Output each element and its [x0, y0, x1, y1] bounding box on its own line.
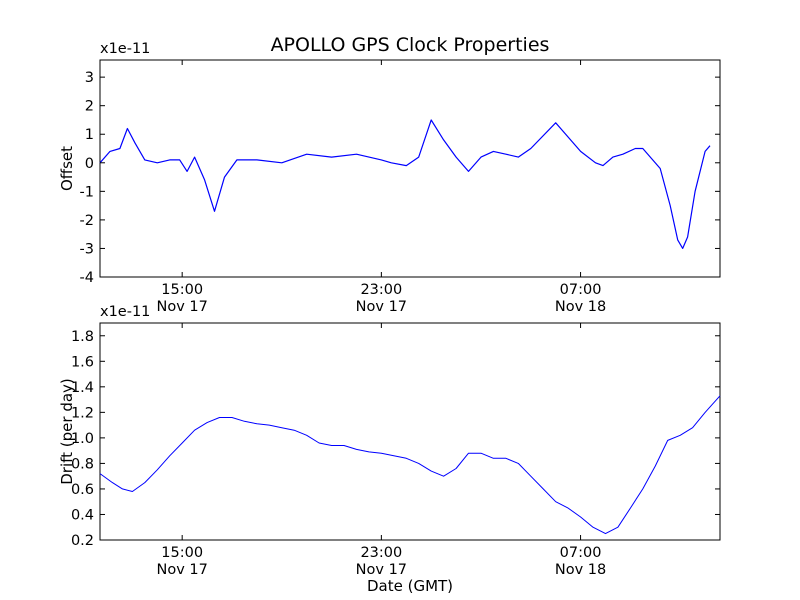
offset-xtick-date-label: Nov 18	[555, 299, 606, 315]
drift-xtick-time-label: 23:00	[360, 545, 402, 561]
drift-ytick-label: 1.0	[71, 431, 94, 447]
offset-xtick-time-label: 15:00	[161, 282, 203, 298]
chart-title: APOLLO GPS Clock Properties	[271, 34, 550, 56]
drift-xtick-time-label: 07:00	[560, 545, 602, 561]
drift-ytick-label: 0.6	[71, 482, 94, 498]
drift-series-line	[99, 395, 721, 535]
offset-xtick-time-label: 23:00	[360, 282, 402, 298]
offset-ytick-label: 3	[85, 70, 94, 86]
offset-xtick-date-label: Nov 17	[156, 299, 207, 315]
offset-ytick-label: -2	[80, 213, 94, 229]
drift-xtick-date-label: Nov 18	[555, 562, 606, 578]
drift-xtick-date-label: Nov 17	[156, 562, 207, 578]
drift-ytick-label: 1.2	[71, 405, 94, 421]
drift-ytick-label: 0.4	[71, 507, 94, 523]
offset-ytick-label: -1	[80, 184, 94, 200]
offset-series-line	[99, 119, 711, 249]
offset-ytick-label: -3	[80, 241, 94, 257]
x-axis-label: Date (GMT)	[367, 577, 453, 595]
offset-xtick-date-label: Nov 17	[356, 299, 407, 315]
offset-ytick-label: -4	[80, 270, 94, 286]
offset-xtick-time-label: 07:00	[560, 282, 602, 298]
drift-ytick-label: 1.8	[71, 329, 94, 345]
drift-ytick-label: 1.6	[71, 354, 94, 370]
offset-ytick-label: 0	[85, 156, 94, 172]
offset-ytick-label: 2	[85, 99, 94, 115]
drift-axis-multiplier: x1e-11	[100, 304, 150, 320]
offset-ytick-label: 1	[85, 127, 94, 143]
drift-xtick-time-label: 15:00	[161, 545, 203, 561]
drift-ytick-label: 1.4	[71, 380, 94, 396]
drift-plot-frame	[99, 322, 721, 541]
drift-y-axis-label: Drift (per day)	[58, 378, 76, 485]
drift-ytick-label: 0.8	[71, 456, 94, 472]
drift-ytick-label: 0.2	[71, 533, 94, 549]
offset-y-axis-label: Offset	[58, 146, 76, 191]
offset-plot-frame	[99, 59, 721, 278]
offset-axis-multiplier: x1e-11	[100, 41, 150, 57]
drift-xtick-date-label: Nov 17	[356, 562, 407, 578]
